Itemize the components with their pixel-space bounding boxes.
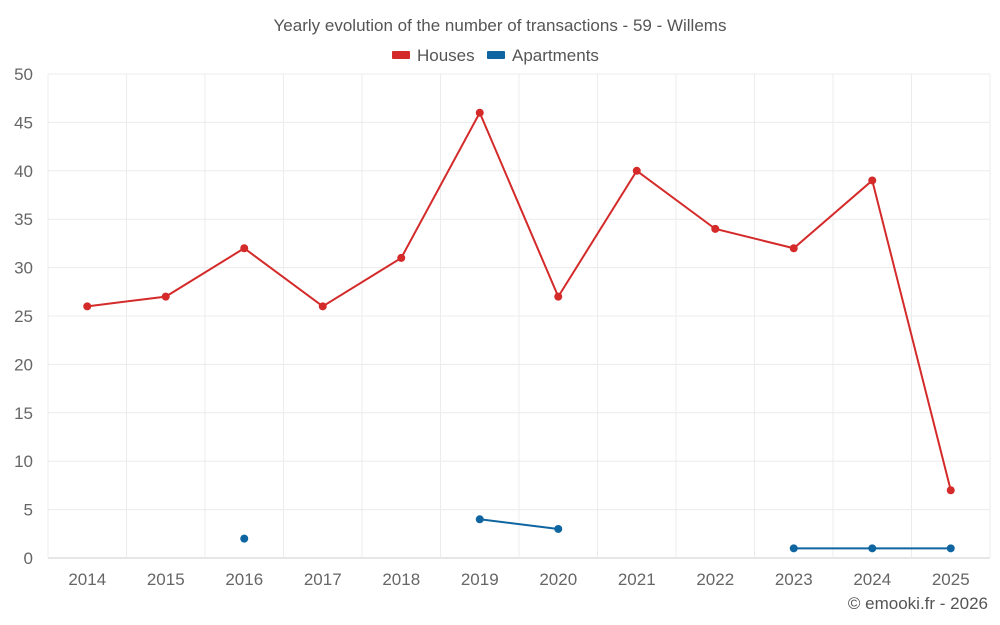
x-tick-label: 2021 — [618, 570, 656, 589]
data-point-apartments-2016[interactable] — [240, 534, 249, 543]
data-point-houses-2022[interactable] — [711, 224, 720, 233]
x-axis-ticks: 2014 2015 2016 2017 2018 2019 2020 2021 2022 2023… — [68, 570, 969, 589]
y-tick-label: 45 — [14, 113, 33, 132]
y-tick-label: 40 — [14, 162, 33, 181]
data-point-houses-2024[interactable] — [868, 176, 877, 185]
series-line-apartments — [479, 518, 559, 530]
y-axis-ticks: 0 5 10 15 20 25 30 35 40 45 50 — [14, 65, 33, 568]
chart-title: Yearly evolution of the number of transa… — [274, 16, 727, 35]
data-point-apartments-2019[interactable] — [475, 515, 484, 524]
legend-item-houses[interactable]: Houses — [392, 46, 475, 65]
data-point-houses-2020[interactable] — [554, 292, 563, 301]
y-tick-label: 35 — [14, 210, 33, 229]
data-point-houses-2015[interactable] — [161, 292, 170, 301]
grid — [47, 73, 991, 559]
data-point-houses-2023[interactable] — [789, 244, 798, 253]
data-point-houses-2019[interactable] — [475, 108, 484, 117]
x-tick-label: 2019 — [461, 570, 499, 589]
x-tick-label: 2025 — [932, 570, 970, 589]
x-tick-label: 2014 — [68, 570, 106, 589]
data-point-houses-2021[interactable] — [632, 166, 641, 175]
series-layer — [83, 108, 955, 553]
data-point-apartments-2020[interactable] — [554, 524, 563, 533]
y-tick-label: 25 — [14, 307, 33, 326]
data-point-apartments-2025[interactable] — [946, 544, 955, 553]
x-tick-label: 2018 — [382, 570, 420, 589]
data-point-apartments-2024[interactable] — [868, 544, 877, 553]
y-tick-label: 0 — [24, 549, 33, 568]
legend-swatch-houses — [392, 51, 410, 59]
x-tick-label: 2024 — [853, 570, 891, 589]
legend-label-houses: Houses — [417, 46, 475, 65]
x-tick-label: 2015 — [147, 570, 185, 589]
y-tick-label: 30 — [14, 259, 33, 278]
x-tick-label: 2017 — [304, 570, 342, 589]
y-tick-label: 50 — [14, 65, 33, 84]
legend-label-apartments: Apartments — [512, 46, 599, 65]
x-tick-label: 2023 — [775, 570, 813, 589]
legend: Houses Apartments — [392, 46, 599, 65]
credit-text: © emooki.fr - 2026 — [848, 594, 988, 613]
series-line-houses — [87, 110, 952, 491]
legend-swatch-apartments — [487, 51, 505, 59]
y-tick-label: 20 — [14, 355, 33, 374]
series-apartments — [240, 515, 955, 553]
y-tick-label: 15 — [14, 404, 33, 423]
x-tick-label: 2022 — [696, 570, 734, 589]
data-point-houses-2014[interactable] — [83, 302, 92, 311]
y-tick-label: 5 — [24, 501, 33, 520]
x-tick-label: 2020 — [539, 570, 577, 589]
legend-item-apartments[interactable]: Apartments — [487, 46, 599, 65]
series-houses — [83, 108, 955, 495]
data-point-apartments-2023[interactable] — [789, 544, 798, 553]
data-point-houses-2018[interactable] — [397, 253, 406, 262]
y-tick-label: 10 — [14, 452, 33, 471]
data-point-houses-2016[interactable] — [240, 244, 249, 253]
data-point-houses-2025[interactable] — [946, 486, 955, 495]
data-point-houses-2017[interactable] — [318, 302, 327, 311]
x-tick-label: 2016 — [225, 570, 263, 589]
